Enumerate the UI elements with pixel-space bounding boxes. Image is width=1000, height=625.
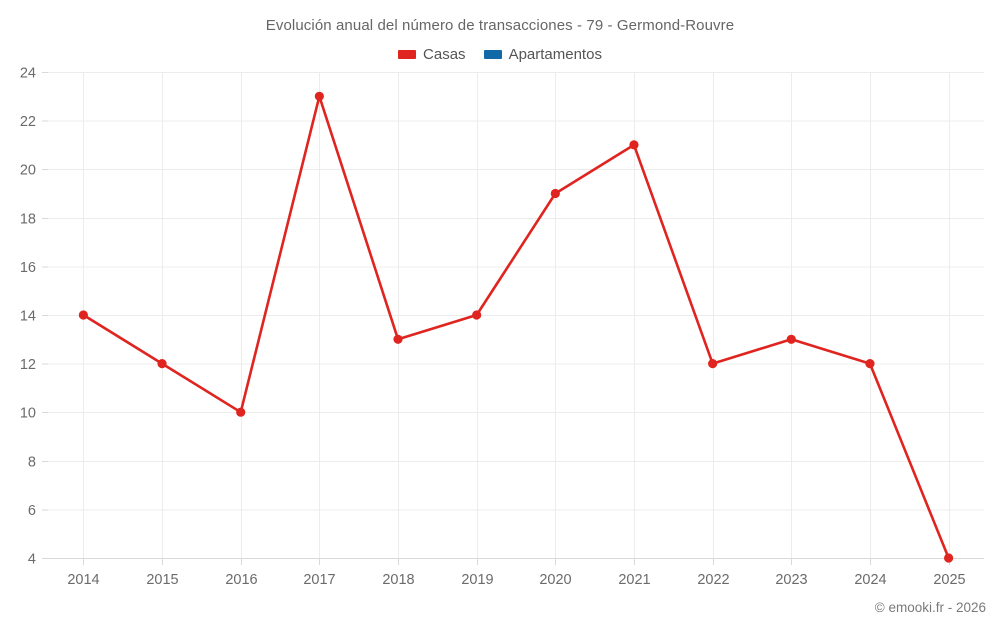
- x-axis-tick-label: 2021: [618, 572, 650, 588]
- x-axis-tick-label: 2022: [697, 572, 729, 588]
- x-axis-tick-label: 2020: [539, 572, 571, 588]
- x-axis-tick-label: 2016: [225, 572, 257, 588]
- data-point[interactable]: [157, 359, 167, 369]
- x-axis-tick-label: 2015: [146, 572, 178, 588]
- y-axis-tick-label: 4: [28, 552, 36, 568]
- data-point[interactable]: [472, 310, 482, 320]
- x-axis-tick-label: 2018: [382, 572, 414, 588]
- x-axis-tick-label: 2019: [461, 572, 493, 588]
- x-axis-tick-label: 2023: [775, 572, 807, 588]
- y-axis-tick-label: 10: [20, 406, 36, 422]
- y-axis-tick-label: 16: [20, 260, 36, 276]
- data-point[interactable]: [708, 359, 718, 369]
- legend-swatch-casas: [398, 50, 417, 59]
- y-axis-tick-label: 24: [20, 66, 36, 82]
- y-axis-tick-label: 18: [20, 211, 36, 227]
- data-point[interactable]: [314, 91, 324, 101]
- legend-label-apartamentos: Apartamentos: [508, 46, 602, 63]
- footer-credit: © emooki.fr - 2026: [874, 600, 986, 615]
- y-axis-tick-label: 8: [28, 454, 36, 470]
- data-point[interactable]: [236, 407, 246, 417]
- y-axis-tick-label: 14: [20, 309, 36, 325]
- data-point[interactable]: [393, 334, 403, 344]
- x-axis-tick-label: 2025: [933, 572, 965, 588]
- data-point[interactable]: [629, 140, 639, 150]
- y-axis-tick-label: 20: [20, 163, 36, 179]
- y-axis-tick-label: 12: [20, 357, 36, 373]
- data-point[interactable]: [944, 553, 954, 563]
- series-line-casas: [82, 95, 950, 560]
- y-axis-tick-label: 6: [28, 503, 36, 519]
- legend-item-casas[interactable]: Casas: [398, 46, 466, 63]
- data-point[interactable]: [78, 310, 88, 320]
- data-point[interactable]: [865, 359, 875, 369]
- chart-legend: Casas Apartamentos: [0, 46, 1000, 63]
- legend-item-apartamentos[interactable]: Apartamentos: [483, 46, 602, 63]
- x-axis-tick-label: 2024: [854, 572, 886, 588]
- chart-title: Evolución anual del número de transaccio…: [265, 17, 735, 34]
- x-axis-tick-label: 2014: [67, 572, 99, 588]
- data-point[interactable]: [550, 188, 560, 199]
- data-point[interactable]: [786, 334, 796, 344]
- legend-swatch-apartamentos: [483, 50, 502, 59]
- legend-label-casas: Casas: [423, 46, 466, 63]
- y-axis-tick-label: 22: [20, 114, 36, 130]
- x-axis-tick-label: 2017: [303, 572, 335, 588]
